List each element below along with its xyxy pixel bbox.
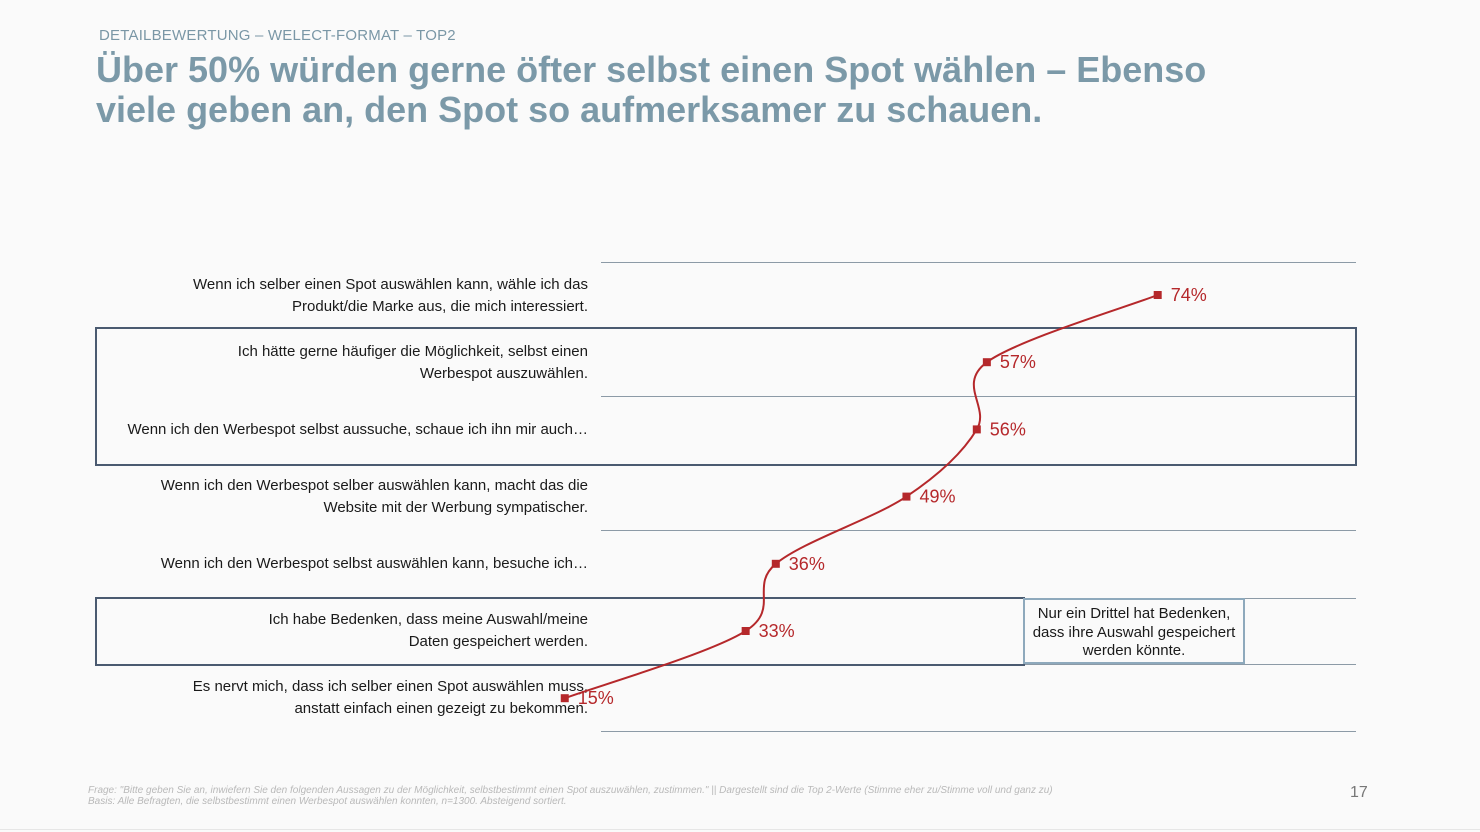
series-line — [564, 294, 1159, 700]
data-point-7 — [560, 694, 569, 703]
page-title-line-1: Über 50% würden gerne öfter selbst einen… — [96, 49, 1207, 90]
data-point-1 — [1153, 291, 1162, 299]
page-title-line-2: viele geben an, den Spot so aufmerksamer… — [96, 89, 1043, 130]
data-point-5 — [771, 559, 780, 568]
annotation-box: Nur ein Drittel hat Bedenken, dass ihre … — [1023, 598, 1245, 664]
statement-label-7-line-2: anstatt einfach einen gezeigt zu bekomme… — [294, 700, 588, 717]
data-label-3: 56% — [990, 419, 1026, 439]
footnote: Frage: "Bitte geben Sie an, inwiefern Si… — [88, 785, 1053, 807]
data-point-3 — [972, 425, 981, 434]
statement-label-7-line-1: Es nervt mich, dass ich selber einen Spo… — [192, 678, 588, 695]
data-label-4: 49% — [919, 487, 955, 507]
annotation-line-3: werden könnte. — [1082, 642, 1186, 659]
statement-label-4: Wenn ich den Werbespot selber auswählen … — [68, 475, 588, 519]
statement-label-6-line-2: Daten gespeichert werden. — [408, 633, 588, 650]
grid-line — [601, 396, 1356, 397]
statement-label-5: Wenn ich den Werbespot selbst auswählen … — [68, 553, 588, 575]
statement-label-2: Ich hätte gerne häufiger die Möglichkeit… — [68, 341, 588, 385]
footnote-question: Frage: "Bitte geben Sie an, inwiefern Si… — [88, 785, 1053, 796]
statement-label-6-line-1: Ich habe Bedenken, dass meine Auswahl/me… — [268, 611, 588, 628]
statement-label-3-line-1: Wenn ich den Werbespot selbst aussuche, … — [127, 421, 588, 438]
data-label-1: 74% — [1171, 285, 1207, 305]
statement-label-2-line-2: Werbespot auszuwählen. — [419, 365, 588, 382]
annotation-line-1: Nur ein Drittel hat Bedenken, — [1037, 605, 1231, 622]
statement-label-1-line-2: Produkt/die Marke aus, die mich interess… — [292, 298, 588, 315]
data-label-2: 57% — [1000, 352, 1036, 372]
highlight-box-statements-2-3 — [95, 327, 1357, 466]
page-number: 17 — [1350, 784, 1368, 801]
statement-label-6: Ich habe Bedenken, dass meine Auswahl/me… — [68, 609, 588, 653]
data-point-4 — [902, 492, 911, 501]
data-label-5: 36% — [789, 554, 825, 574]
annotation-line-2: dass ihre Auswahl gespeichert — [1032, 623, 1236, 641]
statement-label-4-line-1: Wenn ich den Werbespot selber auswählen … — [160, 477, 588, 494]
page-title: Über 50% würden gerne öfter selbst einen… — [96, 50, 1296, 130]
data-label-7: 15% — [578, 688, 614, 708]
grid-line-top — [601, 262, 1356, 263]
footnote-basis: Basis: Alle Befragten, die selbstbestimm… — [88, 796, 567, 807]
grid-line-bottom — [601, 731, 1356, 732]
statement-label-1-line-1: Wenn ich selber einen Spot auswählen kan… — [193, 276, 588, 293]
statement-label-5-line-1: Wenn ich den Werbespot selbst auswählen … — [160, 555, 588, 572]
section-kicker: DETAILBEWERTUNG – WELECT-FORMAT – TOP2 — [99, 27, 456, 44]
data-label-6: 33% — [759, 621, 795, 641]
statement-label-4-line-2: Website mit der Werbung sympatischer. — [323, 499, 588, 516]
statement-label-7: Es nervt mich, dass ich selber einen Spo… — [68, 676, 588, 720]
statement-label-2-line-1: Ich hätte gerne häufiger die Möglichkeit… — [237, 343, 588, 360]
data-point-6 — [741, 627, 750, 635]
statement-label-1: Wenn ich selber einen Spot auswählen kan… — [68, 274, 588, 318]
bottom-divider — [0, 829, 1480, 830]
data-point-2 — [982, 358, 991, 367]
grid-line — [601, 530, 1356, 531]
statement-label-3: Wenn ich den Werbespot selbst aussuche, … — [28, 419, 588, 441]
